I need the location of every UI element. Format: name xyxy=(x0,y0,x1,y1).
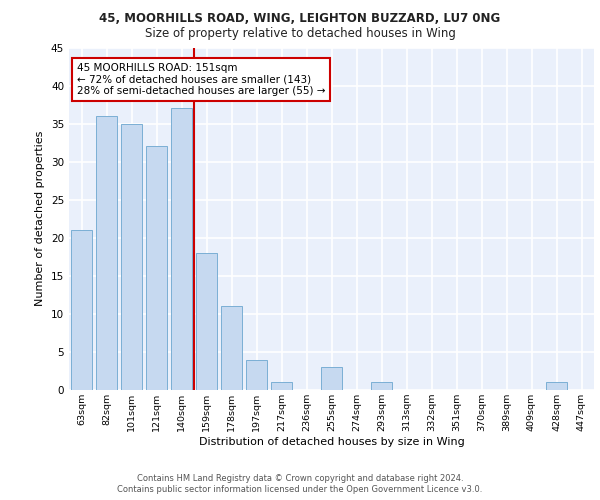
Y-axis label: Number of detached properties: Number of detached properties xyxy=(35,131,46,306)
Bar xyxy=(371,382,392,390)
Text: Contains HM Land Registry data © Crown copyright and database right 2024.
Contai: Contains HM Land Registry data © Crown c… xyxy=(118,474,482,494)
Text: 45 MOORHILLS ROAD: 151sqm
← 72% of detached houses are smaller (143)
28% of semi: 45 MOORHILLS ROAD: 151sqm ← 72% of detac… xyxy=(77,63,325,96)
Bar xyxy=(96,116,117,390)
Bar xyxy=(321,367,342,390)
Bar xyxy=(221,306,242,390)
X-axis label: Distribution of detached houses by size in Wing: Distribution of detached houses by size … xyxy=(199,437,464,447)
Bar xyxy=(121,124,142,390)
Bar xyxy=(171,108,192,390)
Bar xyxy=(246,360,267,390)
Bar xyxy=(196,253,217,390)
Bar xyxy=(546,382,567,390)
Bar xyxy=(146,146,167,390)
Text: Size of property relative to detached houses in Wing: Size of property relative to detached ho… xyxy=(145,28,455,40)
Bar xyxy=(71,230,92,390)
Text: 45, MOORHILLS ROAD, WING, LEIGHTON BUZZARD, LU7 0NG: 45, MOORHILLS ROAD, WING, LEIGHTON BUZZA… xyxy=(100,12,500,26)
Bar xyxy=(271,382,292,390)
